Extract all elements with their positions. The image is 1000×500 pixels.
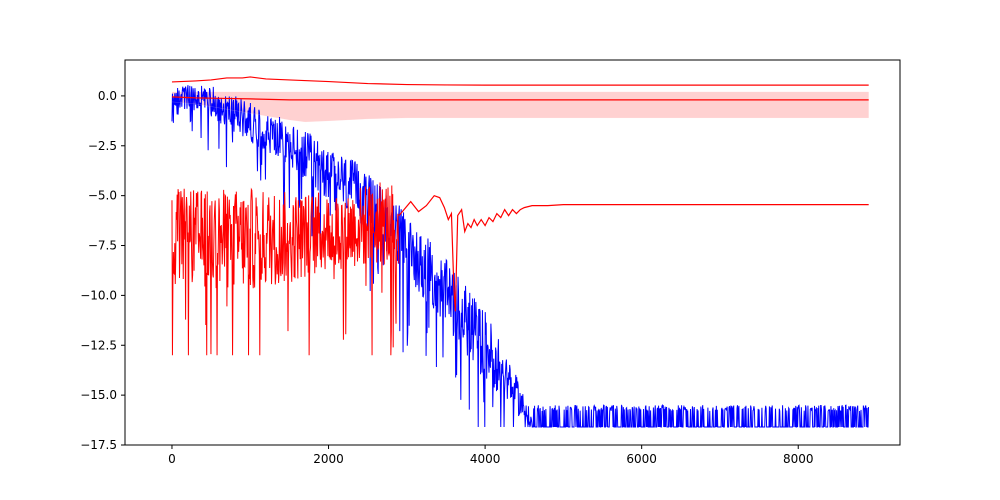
x-tick-label: 0 [168, 452, 176, 466]
x-tick-label: 4000 [470, 452, 501, 466]
x-tick-label: 8000 [783, 452, 814, 466]
confidence-band [171, 91, 869, 122]
axes-frame [124, 59, 901, 446]
y-tick-label: 0.0 [98, 89, 117, 103]
y-axis: 0.0 −2.5 −5.0 −7.5 −10.0 −12.5 −15.0 −17.5 [80, 89, 125, 452]
plot-area [171, 76, 870, 428]
x-axis: 0 2000 4000 6000 8000 [168, 445, 814, 466]
y-tick-label: −10.0 [80, 288, 117, 302]
x-tick-label: 6000 [626, 452, 657, 466]
series-line-2 [398, 194, 869, 312]
y-tick-label: −2.5 [88, 139, 117, 153]
series-noisy-0 [171, 85, 870, 428]
y-tick-label: −15.0 [80, 388, 117, 402]
band-edge [171, 101, 869, 123]
series-noisy-1 [171, 182, 400, 356]
y-tick-label: −7.5 [88, 239, 117, 253]
y-tick-label: −12.5 [80, 338, 117, 352]
y-tick-label: −5.0 [88, 189, 117, 203]
y-tick-label: −17.5 [80, 438, 117, 452]
series-line-3 [171, 76, 869, 86]
x-tick-label: 2000 [313, 452, 344, 466]
series-line-4 [171, 96, 869, 101]
